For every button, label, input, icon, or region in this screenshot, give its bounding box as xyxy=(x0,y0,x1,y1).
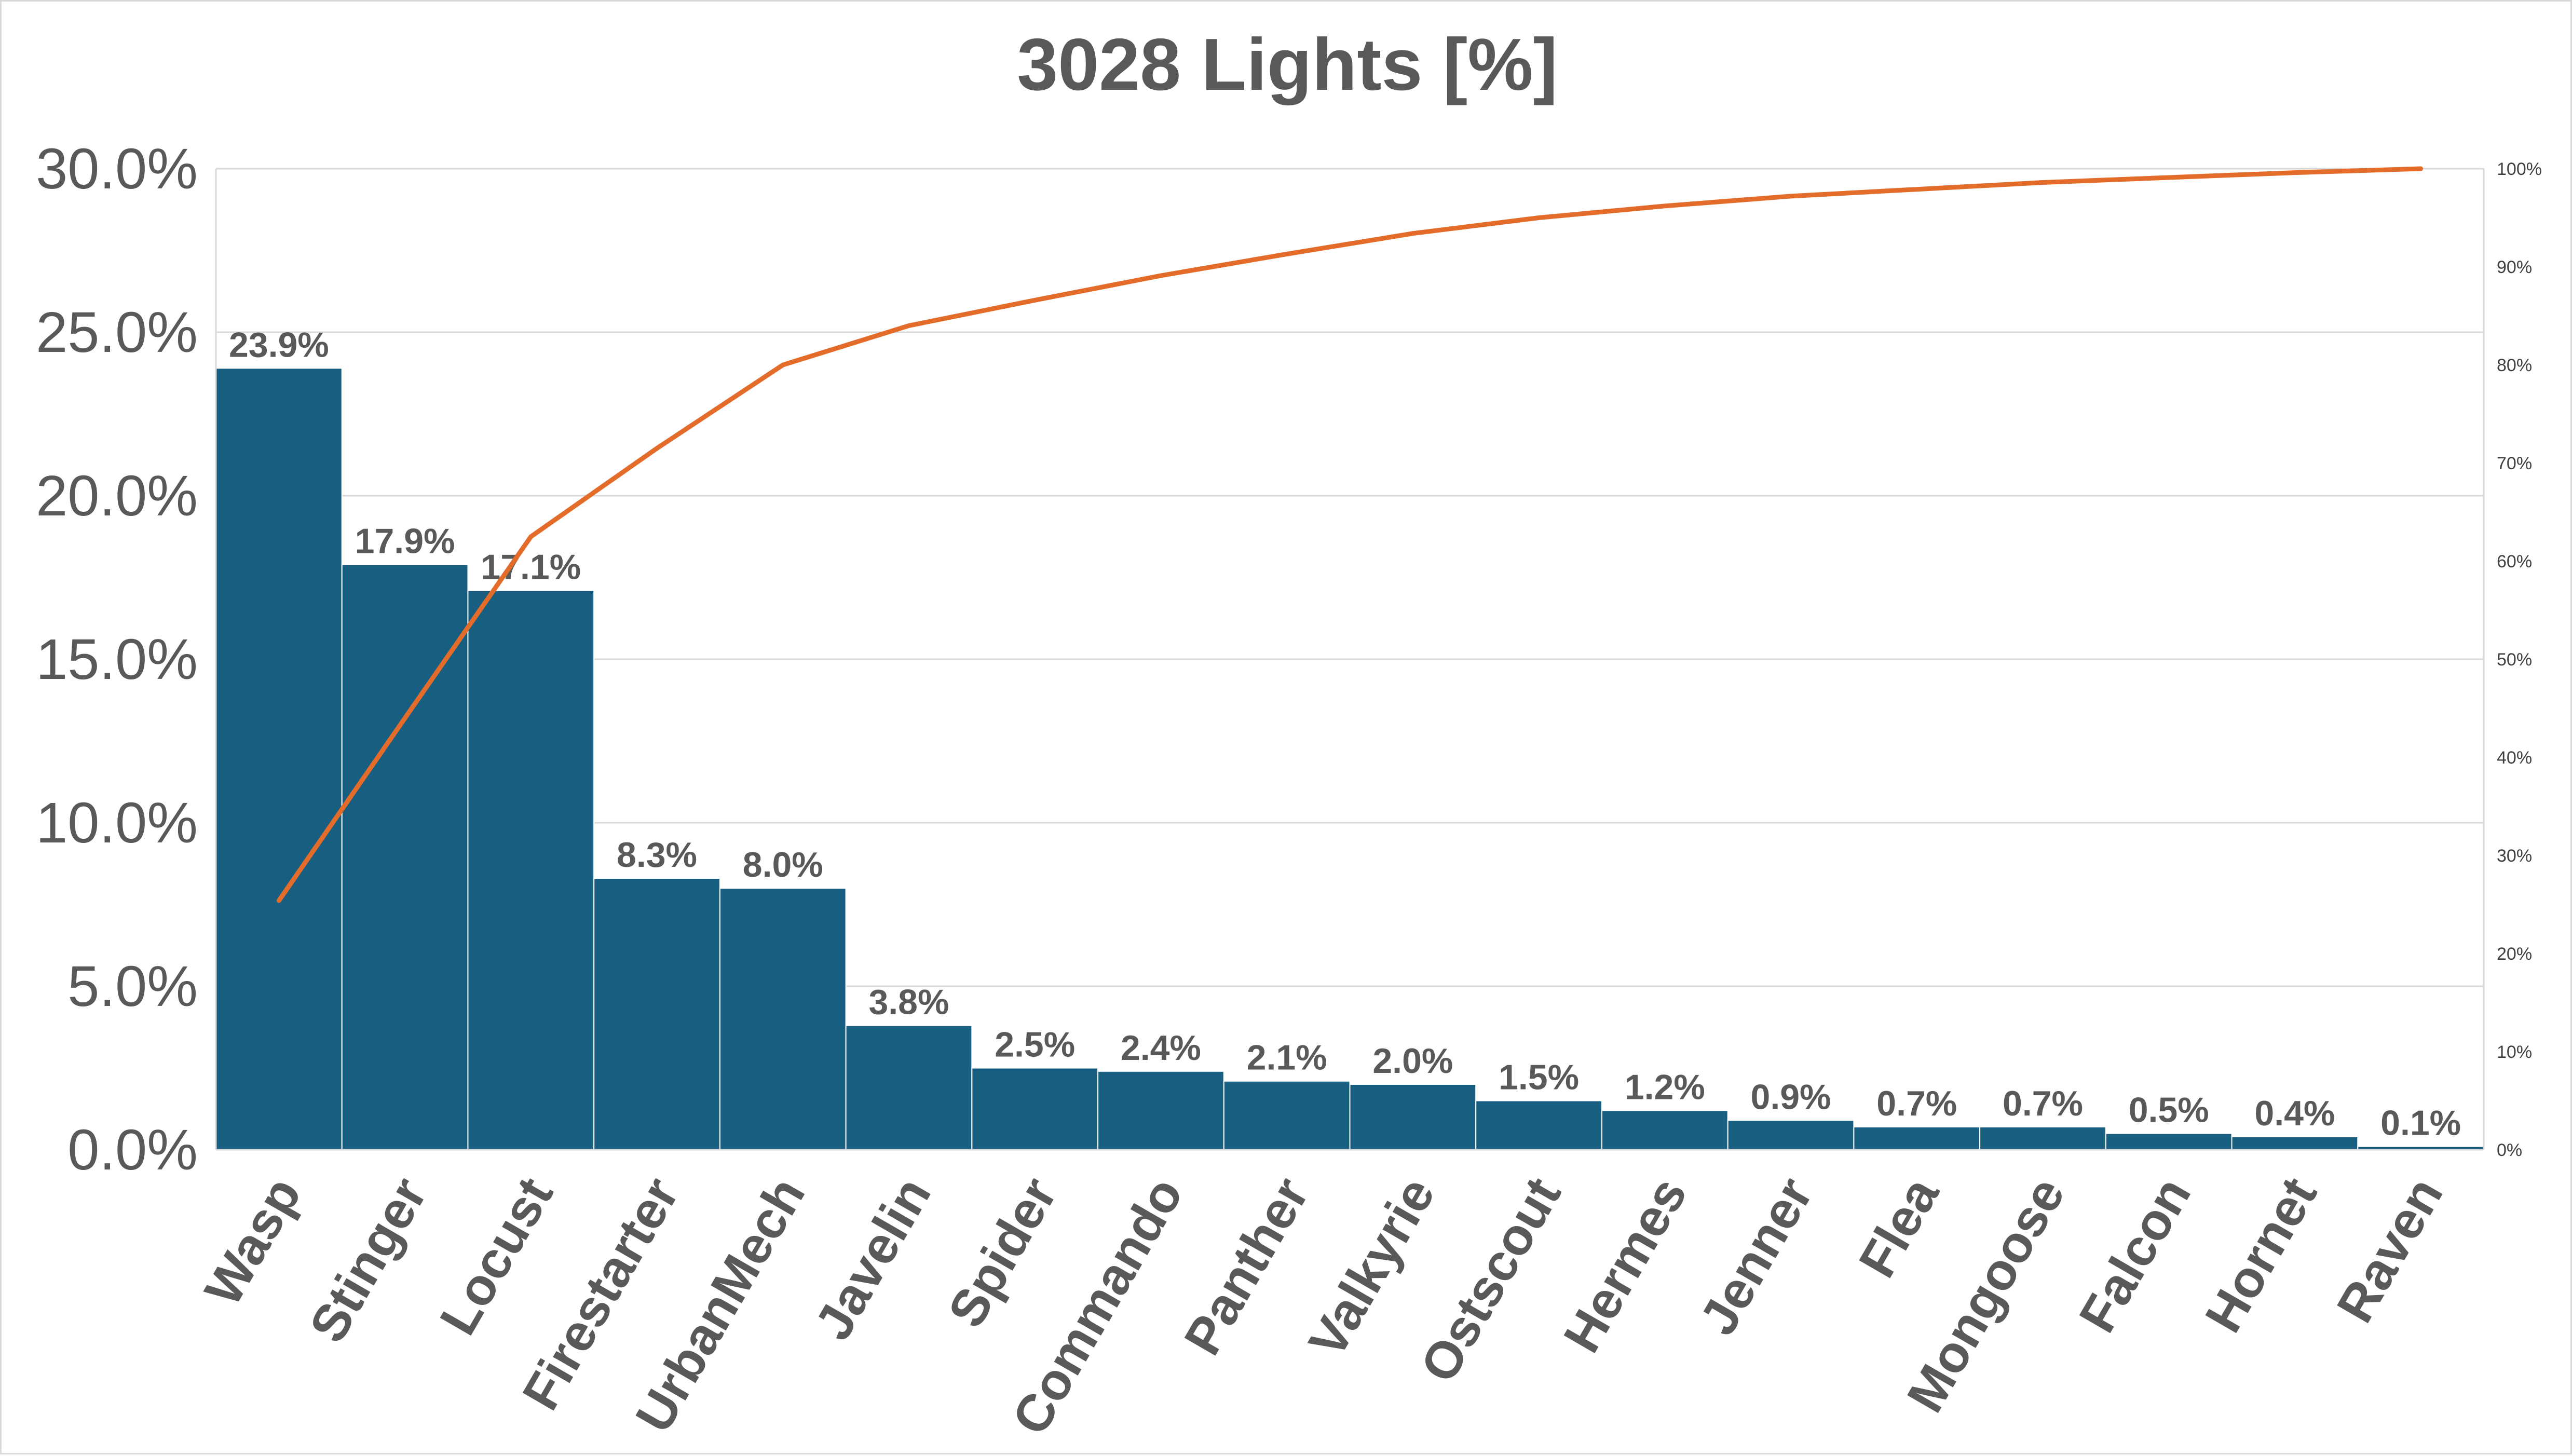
x-tick-label: Hermes xyxy=(1553,1168,1698,1362)
y-tick-label: 25.0% xyxy=(36,301,198,364)
y-tick-label: 5.0% xyxy=(67,955,198,1018)
y2-tick-label: 70% xyxy=(2497,454,2532,473)
cumulative-line-group xyxy=(276,166,2424,903)
bar xyxy=(1727,1120,1855,1151)
x-tick-label: Hornet xyxy=(2194,1168,2328,1342)
x-tick-label: Falcon xyxy=(2068,1168,2202,1342)
data-label: 1.5% xyxy=(1499,1058,1579,1097)
data-label: 2.1% xyxy=(1247,1038,1327,1078)
y-tick-label: 30.0% xyxy=(36,137,198,201)
data-label: 0.5% xyxy=(2129,1091,2209,1130)
chart-title: 3028 Lights [%] xyxy=(1017,23,1558,106)
data-label: 0.9% xyxy=(1751,1077,1831,1117)
bars xyxy=(215,368,2485,1151)
x-tick-label: Javelin xyxy=(804,1168,942,1350)
bar xyxy=(1349,1084,1477,1150)
data-label: 0.4% xyxy=(2254,1094,2335,1133)
x-tick-label: Flea xyxy=(1848,1167,1951,1287)
bar xyxy=(719,888,847,1150)
y2-tick-label: 30% xyxy=(2497,846,2532,866)
bar xyxy=(1979,1126,2106,1150)
y2-tick-label: 60% xyxy=(2497,552,2532,571)
y-tick-label: 20.0% xyxy=(36,464,198,528)
cumulative-line xyxy=(276,166,2424,903)
data-labels: 23.9% 17.9% 17.1% 8.3% 8.0% 3.8% 2.5% 2.4% 2.1% 2… xyxy=(229,325,2461,1142)
y-axis-right: 0% 10% 20% 30% 40% 50% 60% 70% 80% 90% 100% xyxy=(2483,159,2542,1160)
data-label: 23.9% xyxy=(229,325,329,364)
y2-tick-label: 20% xyxy=(2497,944,2532,964)
bar xyxy=(1475,1100,1602,1150)
bar xyxy=(593,878,720,1150)
bar xyxy=(2105,1133,2233,1150)
bar xyxy=(1097,1070,1224,1151)
x-tick-label: Jenner xyxy=(1689,1168,1824,1344)
y2-tick-label: 90% xyxy=(2497,257,2532,277)
bar xyxy=(2231,1136,2359,1151)
bar xyxy=(1601,1110,1729,1150)
data-label: 2.0% xyxy=(1372,1041,1453,1081)
y2-tick-label: 100% xyxy=(2497,159,2542,179)
y-axis-left: 0.0% 5.0% 10.0% 15.0% 20.0% 25.0% 30.0% xyxy=(36,137,217,1182)
data-label: 8.0% xyxy=(743,845,823,885)
bar xyxy=(467,590,595,1150)
x-tick-label: Stinger xyxy=(298,1168,438,1352)
data-label: 0.7% xyxy=(1876,1084,1957,1123)
y-tick-label: 0.0% xyxy=(67,1118,198,1182)
bar xyxy=(845,1025,973,1150)
y2-tick-label: 40% xyxy=(2497,748,2532,768)
x-tick-label: Raven xyxy=(2326,1168,2454,1332)
x-tick-label: Wasp xyxy=(194,1168,312,1315)
data-label: 0.1% xyxy=(2380,1104,2461,1143)
data-label: 2.5% xyxy=(995,1025,1075,1065)
bar xyxy=(341,564,469,1150)
y-tick-label: 10.0% xyxy=(36,791,198,855)
data-label: 2.4% xyxy=(1121,1028,1201,1068)
data-label: 3.8% xyxy=(868,983,949,1022)
x-tick-label: Locust xyxy=(429,1168,564,1344)
bar xyxy=(1223,1080,1351,1150)
data-label: 8.3% xyxy=(617,835,697,875)
y2-tick-label: 80% xyxy=(2497,356,2532,375)
bar xyxy=(1853,1126,1981,1150)
x-tick-label: Spider xyxy=(937,1168,1068,1337)
data-label: 0.7% xyxy=(2003,1084,2083,1123)
data-label: 17.9% xyxy=(355,521,455,561)
y2-tick-label: 50% xyxy=(2497,650,2532,670)
y2-tick-label: 0% xyxy=(2497,1140,2522,1160)
data-label: 17.1% xyxy=(481,548,581,587)
bar xyxy=(215,368,343,1150)
data-label: 1.2% xyxy=(1625,1067,1705,1107)
x-axis: WaspStingerLocustFirestarterUrbanMechJav… xyxy=(194,1149,2484,1444)
y-tick-label: 15.0% xyxy=(36,628,198,691)
y2-tick-label: 10% xyxy=(2497,1042,2532,1062)
bar xyxy=(971,1067,1099,1150)
x-tick-label: Panther xyxy=(1173,1168,1320,1364)
